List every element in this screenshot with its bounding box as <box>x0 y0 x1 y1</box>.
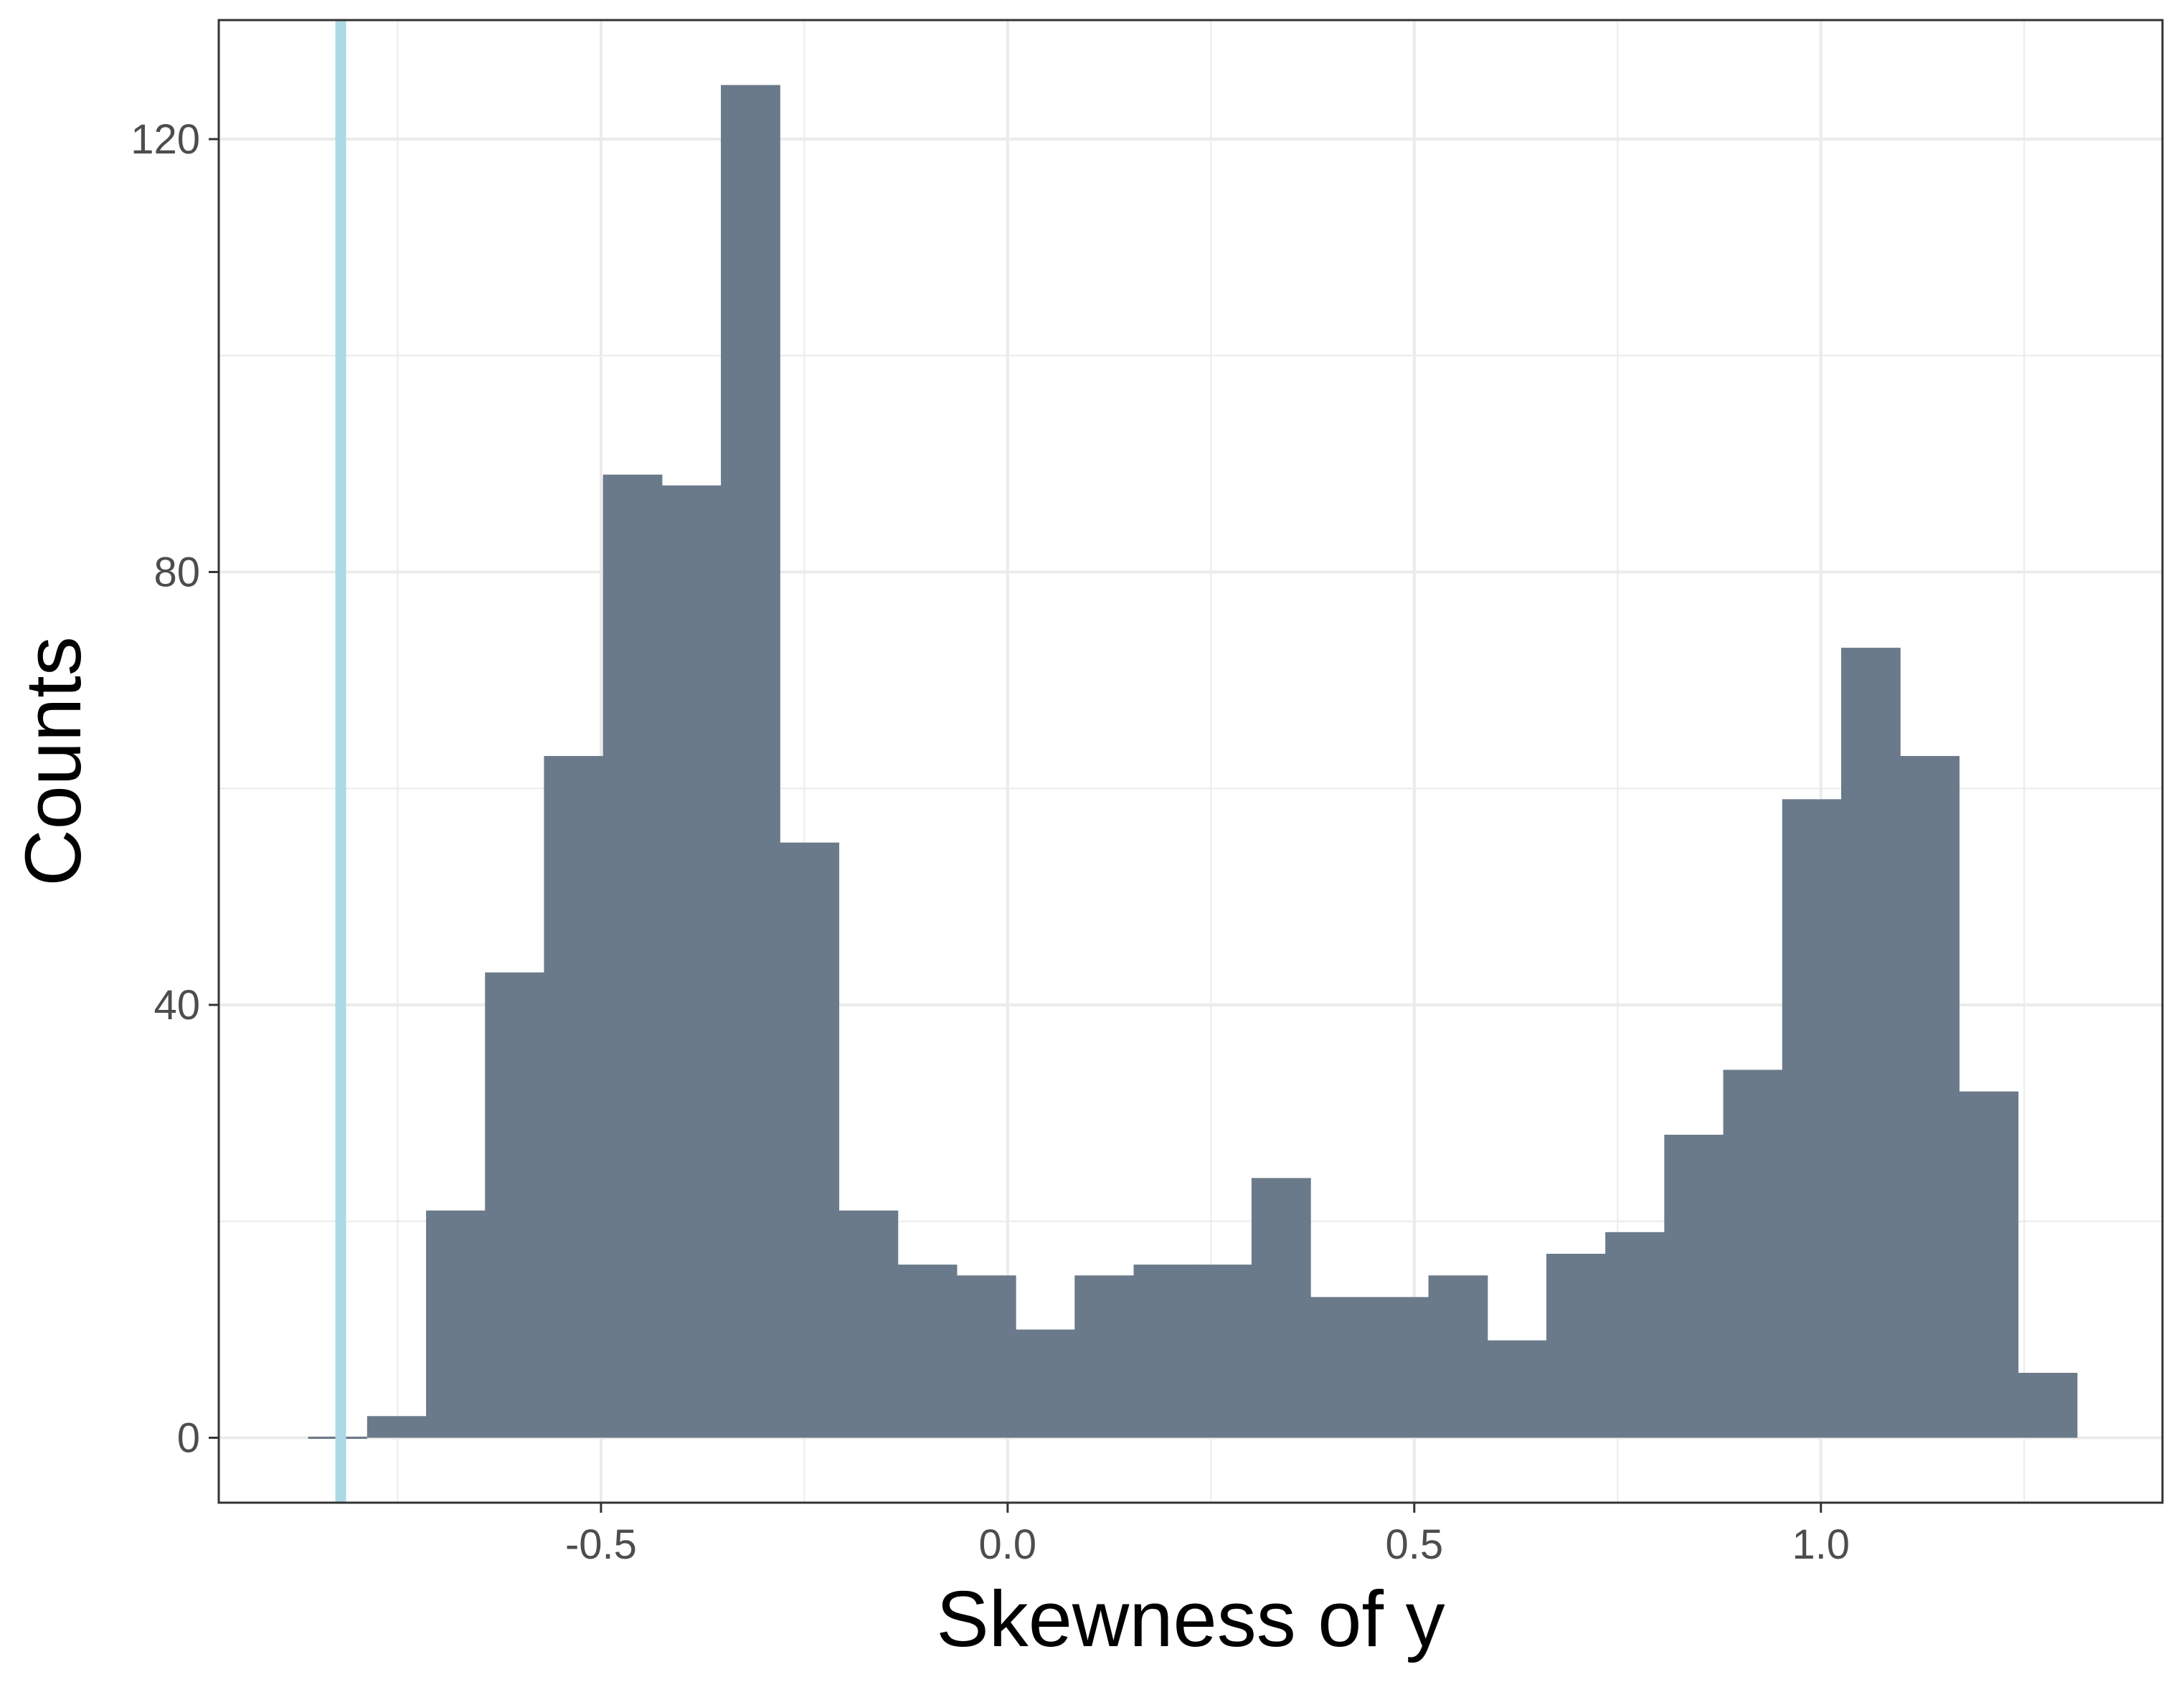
histogram-bars <box>308 85 2078 1439</box>
histogram-bar <box>2018 1372 2078 1438</box>
histogram-bar <box>1959 1091 2019 1438</box>
histogram-bar <box>956 1275 1016 1438</box>
histogram-bar <box>367 1416 427 1438</box>
histogram-bar <box>661 485 722 1438</box>
y-tick-label: 120 <box>131 116 200 163</box>
y-axis-title: Counts <box>9 636 98 887</box>
histogram-bar <box>1782 799 1842 1438</box>
histogram-bar <box>1664 1135 1724 1438</box>
histogram-bar <box>1723 1069 1783 1438</box>
histogram-bar <box>1192 1265 1252 1438</box>
histogram-bar <box>1074 1275 1135 1438</box>
histogram-bar <box>1428 1275 1488 1438</box>
histogram-bar <box>602 474 663 1438</box>
x-axis: -0.5 0.0 0.5 1.0 <box>565 1503 1850 1568</box>
histogram-bar <box>1605 1232 1665 1438</box>
x-tick-label: 0.5 <box>1385 1521 1443 1568</box>
histogram-bar <box>1487 1340 1547 1438</box>
histogram-bar <box>1251 1178 1311 1438</box>
histogram-bar <box>897 1265 958 1438</box>
x-axis-title: Skewness of y <box>936 1575 1445 1663</box>
histogram-bar <box>1016 1329 1075 1438</box>
x-tick-label: 0.0 <box>979 1521 1037 1568</box>
histogram-bar <box>1840 648 1901 1438</box>
y-axis: 0 40 80 120 <box>131 116 219 1461</box>
histogram-bar <box>721 85 780 1438</box>
y-tick-label: 0 <box>177 1414 200 1461</box>
panel-border <box>217 19 2164 1504</box>
histogram-bar <box>1900 755 1960 1438</box>
histogram-bar <box>780 842 840 1438</box>
x-tick-label: 1.0 <box>1792 1521 1850 1568</box>
histogram-bar <box>1310 1297 1370 1438</box>
histogram-bar <box>544 755 604 1438</box>
histogram-bar <box>485 972 545 1438</box>
histogram-bar <box>426 1210 486 1438</box>
histogram-bar <box>1133 1265 1193 1438</box>
histogram-bar <box>1369 1297 1429 1438</box>
major-gridlines <box>219 20 2162 1503</box>
histogram-bar <box>838 1210 899 1438</box>
y-tick-label: 80 <box>153 549 200 595</box>
x-tick-label: -0.5 <box>565 1521 637 1568</box>
y-tick-label: 40 <box>153 982 200 1029</box>
histogram-bar <box>1546 1253 1606 1438</box>
